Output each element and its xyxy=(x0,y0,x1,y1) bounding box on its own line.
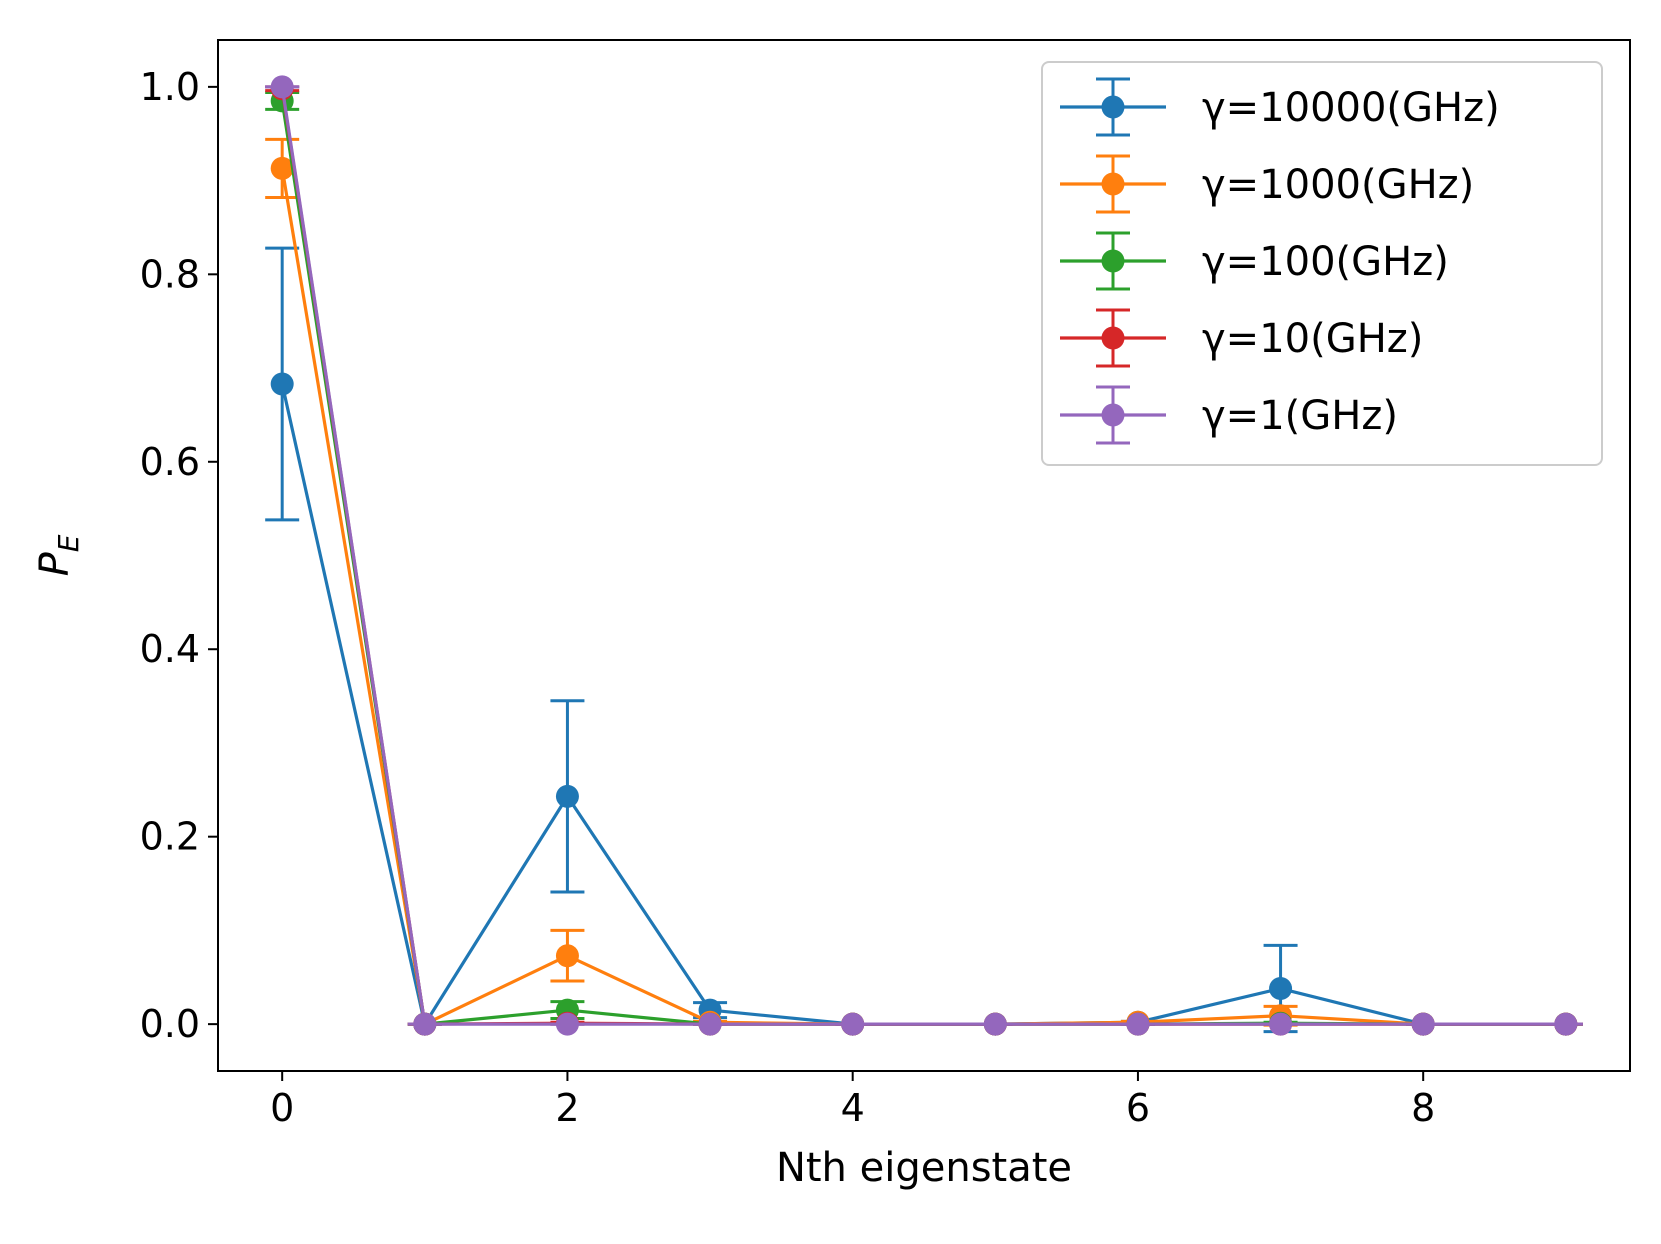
y-tick-label: 0.2 xyxy=(140,815,200,859)
legend-marker xyxy=(1101,249,1125,273)
data-point xyxy=(555,944,579,968)
series-line xyxy=(280,86,1566,1026)
data-point xyxy=(413,1012,437,1036)
y-axis-label-main: P xyxy=(32,551,78,576)
legend-label: γ=1(GHz) xyxy=(1202,393,1398,439)
y-tick-label: 1.0 xyxy=(140,65,200,109)
x-tick-label: 0 xyxy=(270,1086,294,1130)
data-point xyxy=(1411,1012,1435,1036)
plot-frame xyxy=(217,39,1631,1072)
data-point xyxy=(841,1012,865,1036)
data-point xyxy=(698,1012,722,1036)
x-tick-label: 2 xyxy=(555,1086,579,1130)
x-tick-label: 8 xyxy=(1411,1086,1435,1130)
data-point xyxy=(555,1012,579,1036)
legend-entry: γ=100(GHz) xyxy=(1060,231,1449,291)
series-group xyxy=(265,75,1583,1036)
legend: γ=10000(GHz) γ=1000(GHz) γ=100(GHz) γ=10(GH… xyxy=(1041,61,1603,466)
data-point xyxy=(1554,1012,1578,1036)
x-tick-label: 6 xyxy=(1126,1086,1150,1130)
y-tick-label: 0.6 xyxy=(140,440,200,484)
legend-entry: γ=10(GHz) xyxy=(1060,308,1423,368)
legend-marker xyxy=(1101,326,1125,350)
legend-label: γ=1000(GHz) xyxy=(1202,162,1474,208)
x-axis-label: Nth eigenstate xyxy=(776,1145,1072,1191)
legend-label: γ=10000(GHz) xyxy=(1202,85,1500,131)
y-axis-ticks: 0.0 0.2 0.4 0.6 0.8 1.0 xyxy=(140,65,218,1046)
x-axis-ticks: 0 2 4 6 8 xyxy=(270,1071,1435,1130)
data-point xyxy=(270,75,294,99)
data-point xyxy=(555,784,579,808)
data-point xyxy=(1269,1012,1293,1036)
y-axis-label-subscript: E xyxy=(52,534,85,552)
legend-marker xyxy=(1101,172,1125,196)
data-point xyxy=(1126,1012,1150,1036)
data-point xyxy=(270,156,294,180)
legend-label: γ=100(GHz) xyxy=(1202,239,1449,285)
legend-entry: γ=1(GHz) xyxy=(1060,385,1398,445)
legend-box xyxy=(1041,61,1603,466)
data-point xyxy=(1269,977,1293,1001)
y-axis-label: PE xyxy=(32,534,85,576)
legend-marker xyxy=(1101,403,1125,427)
data-point xyxy=(270,372,294,396)
x-tick-label: 4 xyxy=(841,1086,865,1130)
data-point xyxy=(983,1012,1007,1036)
legend-entry: γ=10000(GHz) xyxy=(1060,77,1500,137)
legend-marker xyxy=(1101,95,1125,119)
legend-label: γ=10(GHz) xyxy=(1202,316,1423,362)
y-tick-label: 0.4 xyxy=(140,627,200,671)
data-layer xyxy=(265,75,1583,1036)
y-tick-label: 0.0 xyxy=(140,1002,200,1046)
y-tick-label: 0.8 xyxy=(140,252,200,296)
legend-entry: γ=1000(GHz) xyxy=(1060,154,1474,214)
